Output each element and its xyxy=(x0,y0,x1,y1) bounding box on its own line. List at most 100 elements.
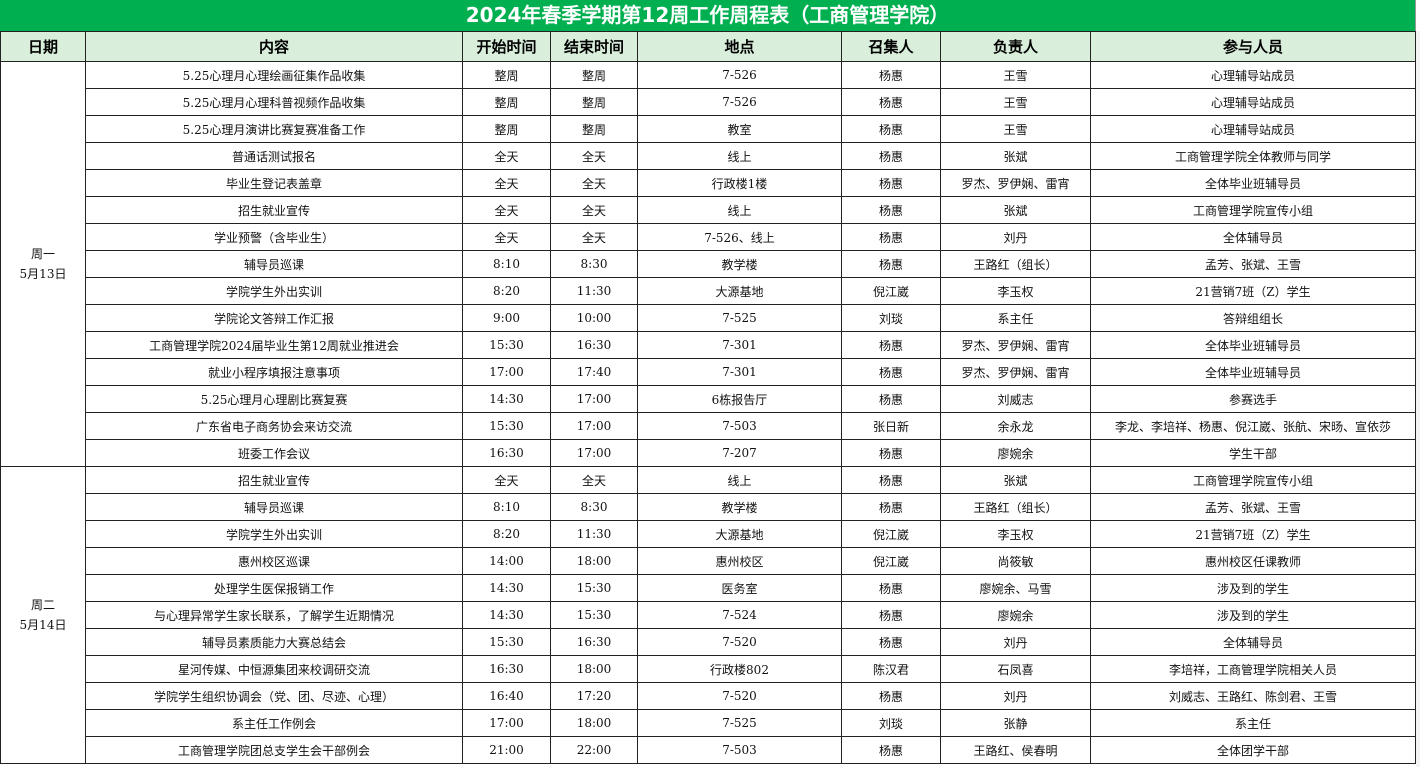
cell-content[interactable]: 招生就业宣传 xyxy=(85,466,463,494)
cell-end-time[interactable]: 全天 xyxy=(550,223,638,251)
cell-responsible[interactable]: 罗杰、罗伊娴、雷宵 xyxy=(940,169,1091,197)
cell-responsible[interactable]: 廖婉余、马雪 xyxy=(940,574,1091,602)
cell-start-time[interactable]: 8:20 xyxy=(462,277,551,305)
cell-responsible[interactable]: 张斌 xyxy=(940,142,1091,170)
cell-responsible[interactable]: 张静 xyxy=(940,709,1091,737)
cell-participants[interactable]: 惠州校区任课教师 xyxy=(1090,547,1416,575)
cell-location[interactable]: 7-524 xyxy=(637,601,842,629)
cell-location[interactable]: 医务室 xyxy=(637,574,842,602)
header-date[interactable]: 日期 xyxy=(0,31,86,62)
cell-content[interactable]: 学院学生外出实训 xyxy=(85,277,463,305)
header-content[interactable]: 内容 xyxy=(85,31,463,62)
cell-content[interactable]: 5.25心理月心理绘画征集作品收集 xyxy=(85,61,463,89)
cell-participants[interactable]: 孟芳、张斌、王雪 xyxy=(1090,493,1416,521)
cell-content[interactable]: 辅导员巡课 xyxy=(85,250,463,278)
cell-end-time[interactable]: 11:30 xyxy=(550,520,638,548)
cell-end-time[interactable]: 全天 xyxy=(550,142,638,170)
cell-participants[interactable]: 涉及到的学生 xyxy=(1090,574,1416,602)
cell-participants[interactable]: 参赛选手 xyxy=(1090,385,1416,413)
cell-responsible[interactable]: 余永龙 xyxy=(940,412,1091,440)
cell-responsible[interactable]: 石凤喜 xyxy=(940,655,1091,683)
cell-location[interactable]: 7-301 xyxy=(637,331,842,359)
cell-start-time[interactable]: 全天 xyxy=(462,142,551,170)
cell-convener[interactable]: 杨惠 xyxy=(841,466,941,494)
cell-content[interactable]: 班委工作会议 xyxy=(85,439,463,467)
cell-content[interactable]: 与心理异常学生家长联系，了解学生近期情况 xyxy=(85,601,463,629)
cell-content[interactable]: 辅导员素质能力大赛总结会 xyxy=(85,628,463,656)
cell-location[interactable]: 6栋报告厅 xyxy=(637,385,842,413)
cell-start-time[interactable]: 整周 xyxy=(462,115,551,143)
cell-end-time[interactable]: 整周 xyxy=(550,115,638,143)
cell-end-time[interactable]: 15:30 xyxy=(550,601,638,629)
cell-responsible[interactable]: 刘丹 xyxy=(940,682,1091,710)
cell-content[interactable]: 辅导员巡课 xyxy=(85,493,463,521)
cell-responsible[interactable]: 罗杰、罗伊娴、雷宵 xyxy=(940,331,1091,359)
cell-responsible[interactable]: 王路红（组长） xyxy=(940,493,1091,521)
cell-location[interactable]: 教室 xyxy=(637,115,842,143)
cell-participants[interactable]: 刘威志、王路红、陈剑君、王雪 xyxy=(1090,682,1416,710)
cell-participants[interactable]: 涉及到的学生 xyxy=(1090,601,1416,629)
cell-convener[interactable]: 刘琰 xyxy=(841,709,941,737)
cell-location[interactable]: 教学楼 xyxy=(637,493,842,521)
cell-participants[interactable]: 工商管理学院宣传小组 xyxy=(1090,196,1416,224)
cell-end-time[interactable]: 17:00 xyxy=(550,412,638,440)
cell-convener[interactable]: 杨惠 xyxy=(841,142,941,170)
header-start-time[interactable]: 开始时间 xyxy=(462,31,551,62)
cell-participants[interactable]: 心理辅导站成员 xyxy=(1090,115,1416,143)
cell-content[interactable]: 惠州校区巡课 xyxy=(85,547,463,575)
cell-content[interactable]: 招生就业宣传 xyxy=(85,196,463,224)
cell-date[interactable]: 周一 5月13日 xyxy=(0,61,86,467)
cell-start-time[interactable]: 全天 xyxy=(462,466,551,494)
cell-participants[interactable]: 全体毕业班辅导员 xyxy=(1090,331,1416,359)
cell-start-time[interactable]: 16:40 xyxy=(462,682,551,710)
cell-responsible[interactable]: 尚筱敏 xyxy=(940,547,1091,575)
cell-content[interactable]: 处理学生医保报销工作 xyxy=(85,574,463,602)
cell-location[interactable]: 7-520 xyxy=(637,682,842,710)
header-participants[interactable]: 参与人员 xyxy=(1090,31,1416,62)
cell-start-time[interactable]: 14:00 xyxy=(462,547,551,575)
cell-content[interactable]: 工商管理学院团总支学生会干部例会 xyxy=(85,736,463,764)
cell-content[interactable]: 学业预警（含毕业生） xyxy=(85,223,463,251)
cell-participants[interactable]: 工商管理学院宣传小组 xyxy=(1090,466,1416,494)
cell-start-time[interactable]: 14:30 xyxy=(462,574,551,602)
cell-end-time[interactable]: 11:30 xyxy=(550,277,638,305)
cell-content[interactable]: 系主任工作例会 xyxy=(85,709,463,737)
cell-participants[interactable]: 系主任 xyxy=(1090,709,1416,737)
cell-convener[interactable]: 倪江崴 xyxy=(841,520,941,548)
cell-start-time[interactable]: 8:10 xyxy=(462,250,551,278)
cell-responsible[interactable]: 王雪 xyxy=(940,115,1091,143)
cell-responsible[interactable]: 王雪 xyxy=(940,88,1091,116)
cell-participants[interactable]: 全体毕业班辅导员 xyxy=(1090,169,1416,197)
cell-participants[interactable]: 学生干部 xyxy=(1090,439,1416,467)
cell-location[interactable]: 7-526、线上 xyxy=(637,223,842,251)
cell-convener[interactable]: 杨惠 xyxy=(841,493,941,521)
cell-start-time[interactable]: 17:00 xyxy=(462,358,551,386)
cell-responsible[interactable]: 张斌 xyxy=(940,466,1091,494)
header-end-time[interactable]: 结束时间 xyxy=(550,31,638,62)
cell-end-time[interactable]: 全天 xyxy=(550,196,638,224)
cell-date[interactable]: 周二 5月14日 xyxy=(0,466,86,764)
cell-start-time[interactable]: 16:30 xyxy=(462,655,551,683)
cell-location[interactable]: 7-503 xyxy=(637,736,842,764)
cell-start-time[interactable]: 14:30 xyxy=(462,601,551,629)
cell-convener[interactable]: 倪江崴 xyxy=(841,547,941,575)
cell-content[interactable]: 就业小程序填报注意事项 xyxy=(85,358,463,386)
cell-end-time[interactable]: 整周 xyxy=(550,61,638,89)
cell-content[interactable]: 学院学生组织协调会（党、团、尽迹、心理） xyxy=(85,682,463,710)
cell-convener[interactable]: 杨惠 xyxy=(841,385,941,413)
cell-convener[interactable]: 陈汉君 xyxy=(841,655,941,683)
cell-location[interactable]: 7-207 xyxy=(637,439,842,467)
cell-location[interactable]: 7-525 xyxy=(637,304,842,332)
cell-convener[interactable]: 杨惠 xyxy=(841,250,941,278)
cell-convener[interactable]: 杨惠 xyxy=(841,61,941,89)
cell-location[interactable]: 教学楼 xyxy=(637,250,842,278)
cell-start-time[interactable]: 16:30 xyxy=(462,439,551,467)
cell-responsible[interactable]: 王路红、侯春明 xyxy=(940,736,1091,764)
cell-location[interactable]: 行政楼1楼 xyxy=(637,169,842,197)
cell-start-time[interactable]: 14:30 xyxy=(462,385,551,413)
cell-responsible[interactable]: 系主任 xyxy=(940,304,1091,332)
cell-content[interactable]: 毕业生登记表盖章 xyxy=(85,169,463,197)
cell-location[interactable]: 线上 xyxy=(637,142,842,170)
cell-responsible[interactable]: 刘丹 xyxy=(940,628,1091,656)
cell-participants[interactable]: 全体毕业班辅导员 xyxy=(1090,358,1416,386)
